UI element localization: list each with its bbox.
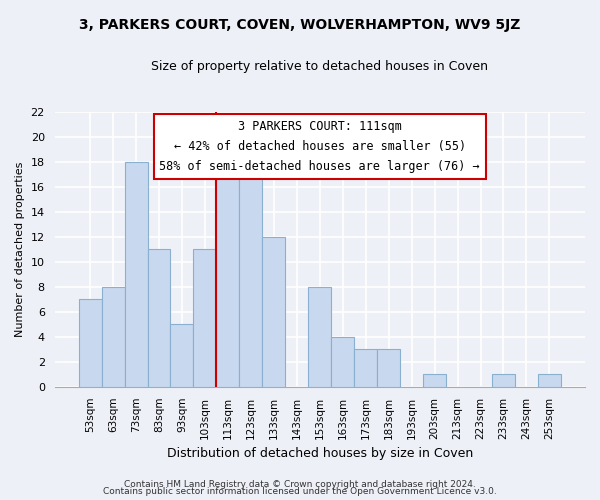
Bar bbox=[354, 350, 377, 387]
Bar bbox=[262, 236, 286, 387]
Text: Contains HM Land Registry data © Crown copyright and database right 2024.: Contains HM Land Registry data © Crown c… bbox=[124, 480, 476, 489]
Bar bbox=[79, 300, 101, 387]
Bar bbox=[101, 287, 125, 387]
Bar bbox=[492, 374, 515, 387]
Bar bbox=[148, 249, 170, 387]
Bar bbox=[308, 287, 331, 387]
Text: Contains public sector information licensed under the Open Government Licence v3: Contains public sector information licen… bbox=[103, 487, 497, 496]
Bar bbox=[217, 174, 239, 387]
Bar bbox=[170, 324, 193, 387]
Bar bbox=[538, 374, 561, 387]
Bar bbox=[193, 249, 217, 387]
Text: 3 PARKERS COURT: 111sqm
← 42% of detached houses are smaller (55)
58% of semi-de: 3 PARKERS COURT: 111sqm ← 42% of detache… bbox=[160, 120, 480, 173]
X-axis label: Distribution of detached houses by size in Coven: Distribution of detached houses by size … bbox=[167, 447, 473, 460]
Title: Size of property relative to detached houses in Coven: Size of property relative to detached ho… bbox=[151, 60, 488, 73]
Bar bbox=[331, 337, 354, 387]
Text: 3, PARKERS COURT, COVEN, WOLVERHAMPTON, WV9 5JZ: 3, PARKERS COURT, COVEN, WOLVERHAMPTON, … bbox=[79, 18, 521, 32]
Y-axis label: Number of detached properties: Number of detached properties bbox=[15, 162, 25, 337]
Bar bbox=[125, 162, 148, 387]
Bar bbox=[377, 350, 400, 387]
Bar bbox=[423, 374, 446, 387]
Bar bbox=[239, 162, 262, 387]
